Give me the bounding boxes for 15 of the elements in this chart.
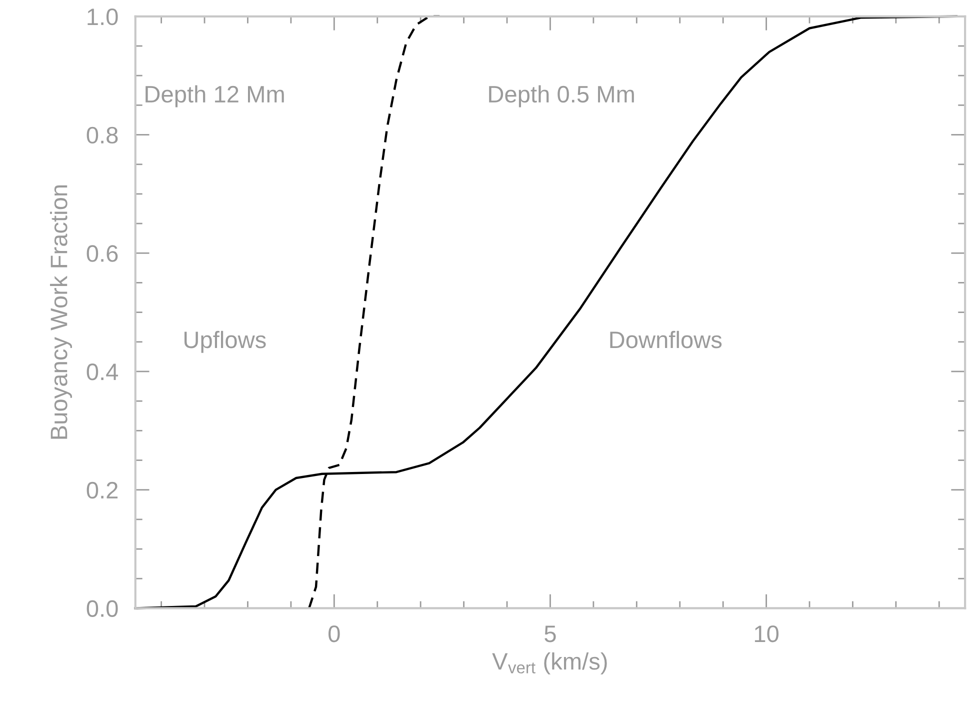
y-tick-label: 0.6 [86,245,118,262]
annotation: Upflows [184,330,266,353]
y-tick-label: 0.2 [86,482,118,499]
x-axis-title: V$_{vert}$ (km/s) [492,652,607,674]
annotation: Depth 0.5 Mm [489,85,634,108]
y-axis-title: Buoyancy Work Fraction [50,185,72,439]
annotation: Depth 12 Mm [146,85,284,108]
y-tick-label: 0.8 [86,126,118,144]
y-tick-label: 0.4 [86,364,118,380]
y-tick-label: 0.0 [86,600,118,617]
annotation: Downflows [610,330,722,348]
x-tick-label: 10 [754,625,778,642]
x-tick-label: 0 [328,625,340,642]
y-tick-label: 1.0 [88,8,118,26]
x-tick-label: 5 [544,626,556,642]
